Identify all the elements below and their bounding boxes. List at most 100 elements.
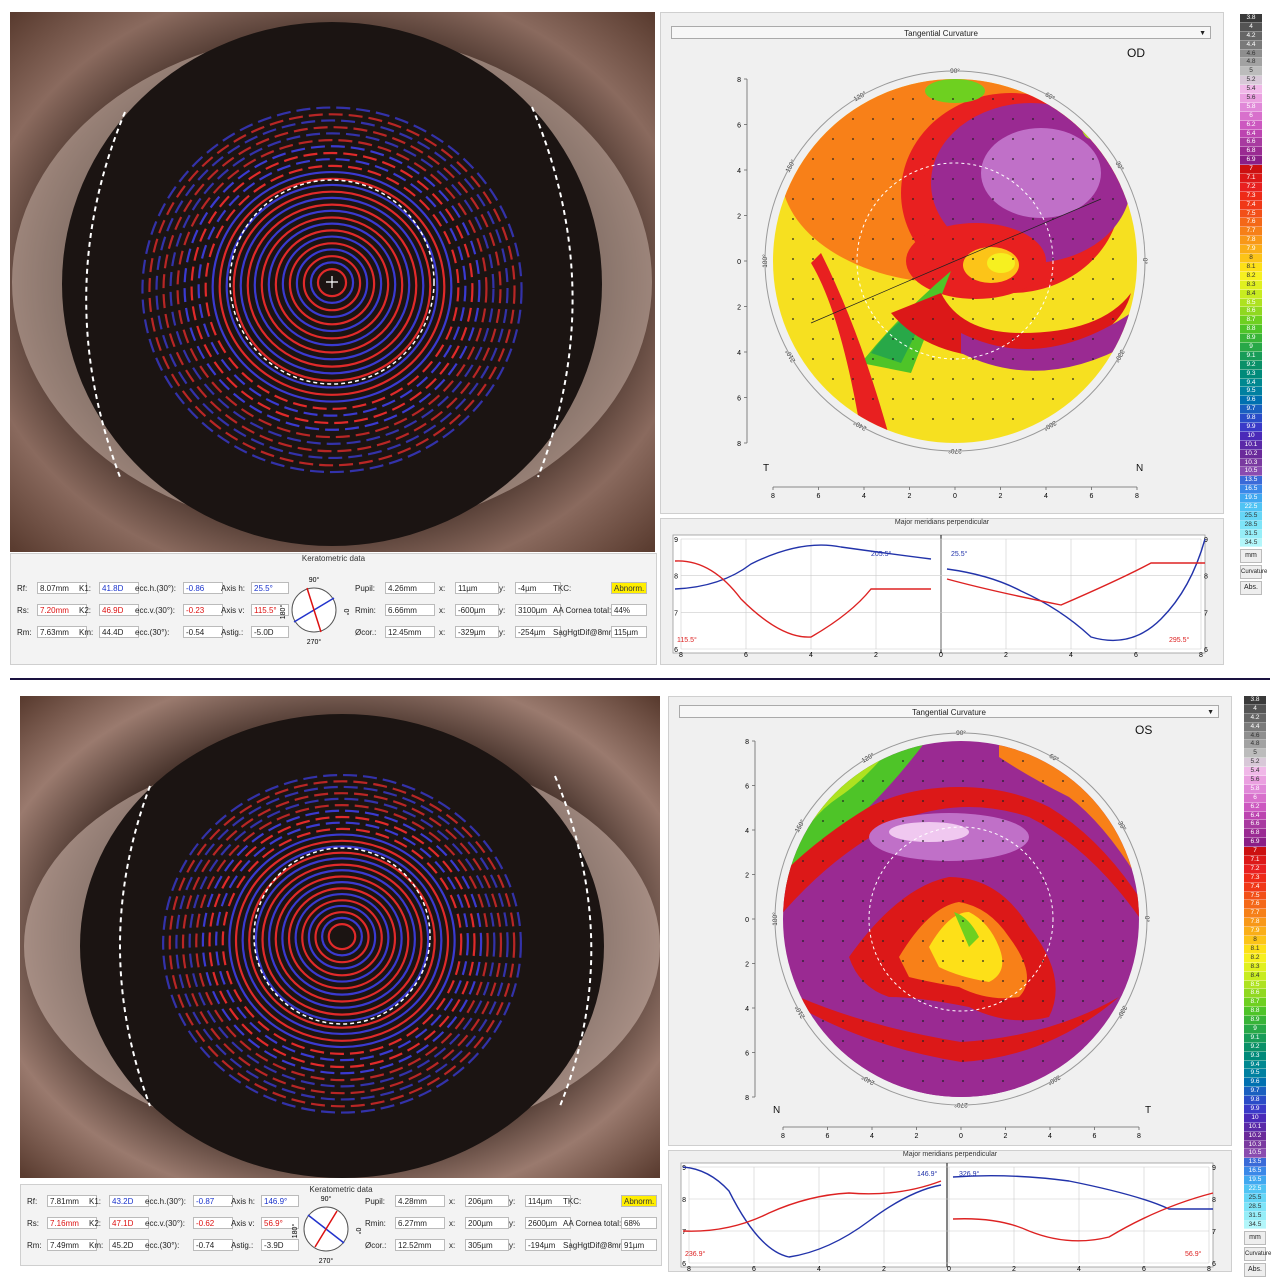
od-scale-cell: 7.7 — [1240, 227, 1262, 237]
od-scale-cell: 6.8 — [1240, 147, 1262, 157]
os-field-km-value: 45.2D — [109, 1239, 149, 1251]
od-field-pupil-value: 4.26mm — [385, 582, 435, 594]
map-grid-dot — [922, 820, 924, 822]
od-field-y2-label: y: — [499, 606, 506, 615]
map-grid-dot — [982, 920, 984, 922]
os-field-x1: x: 206µm — [449, 1195, 511, 1209]
od-map-type-dropdown[interactable]: Tangential Curvature ▼ — [671, 26, 1211, 39]
map-grid-dot — [1082, 800, 1084, 802]
map-grid-dot — [872, 138, 874, 140]
os-scale-curvature-button[interactable]: Curvature — [1244, 1247, 1271, 1262]
od-scale-cell: 31.5 — [1240, 529, 1262, 539]
map-grid-dot — [1082, 920, 1084, 922]
map-grid-dot — [1072, 178, 1074, 180]
map-grid-dot — [1082, 840, 1084, 842]
map-grid-dot — [902, 860, 904, 862]
map-grid-dot — [1062, 1020, 1064, 1022]
os-scale-cell: 4 — [1244, 704, 1266, 714]
map-grid-dot — [882, 880, 884, 882]
od-field-astig-label: Astig.: — [221, 628, 244, 637]
od-graph-x-tick: 2 — [1004, 652, 1008, 659]
map-grid-dot — [862, 800, 864, 802]
od-field-ecch-label: ecc.h.(30°): — [135, 584, 176, 593]
od-scale-abs-button[interactable]: Abs. — [1240, 581, 1262, 596]
os-field-rs-label: Rs: — [27, 1219, 39, 1228]
os-field-axisv-value: 56.9° — [261, 1217, 299, 1229]
map-grid-dot — [862, 1000, 864, 1002]
os-field-rm-value: 7.49mm — [47, 1239, 97, 1251]
os-field-axish: Axis h: 146.9° — [231, 1195, 301, 1209]
map-grid-dot — [972, 118, 974, 120]
placido-ring — [261, 863, 423, 1016]
od-graph-right-bottom-angle: 295.5° — [1169, 637, 1190, 644]
os-scale-cell: 9.8 — [1244, 1096, 1266, 1105]
map-grid-dot — [982, 1000, 984, 1002]
map-grid-dot — [812, 258, 814, 260]
map-grid-dot — [1092, 298, 1094, 300]
map-grid-dot — [1082, 1000, 1084, 1002]
map-grid-dot — [832, 378, 834, 380]
od-scale-cell: 8.3 — [1240, 280, 1262, 290]
od-map-y-tick: 8 — [737, 441, 741, 448]
os-field-rf-value: 7.81mm — [47, 1195, 97, 1207]
os-scale-cell: 8.1 — [1244, 944, 1266, 954]
os-scale-mm-button[interactable]: mm — [1244, 1231, 1266, 1246]
map-grid-dot — [1042, 980, 1044, 982]
map-grid-dot — [852, 178, 854, 180]
od-graph-x-tick: 4 — [809, 652, 813, 659]
od-graph-y-tick-right: 9 — [1204, 537, 1208, 544]
od-field-rmin-value: 6.66mm — [385, 604, 435, 616]
od-graph-y-tick-right: 6 — [1204, 647, 1208, 654]
map-grid-dot — [832, 338, 834, 340]
placido-ring — [294, 892, 390, 983]
od-scale-cell: 9.2 — [1240, 360, 1262, 370]
map-grid-dot — [1042, 900, 1044, 902]
map-grid-dot — [1082, 1020, 1084, 1022]
map-grid-dot — [1012, 398, 1014, 400]
map-grid-dot — [1072, 318, 1074, 320]
od-field-sag-label: SagHgtDif@8mm: — [553, 628, 618, 637]
map-grid-dot — [892, 158, 894, 160]
map-grid-dot — [952, 318, 954, 320]
os-map-type-dropdown[interactable]: Tangential Curvature ▼ — [679, 705, 1219, 718]
os-field-ocor-value: 12.52mm — [395, 1239, 445, 1251]
map-grid-dot — [1012, 198, 1014, 200]
od-scale-cell: 8.4 — [1240, 289, 1262, 299]
map-grid-dot — [892, 178, 894, 180]
od-map-type-label: Tangential Curvature — [904, 29, 978, 38]
od-scale-mm-button[interactable]: mm — [1240, 549, 1262, 564]
od-field-km: Km: 44.4D — [79, 626, 141, 640]
placido-ring — [239, 196, 425, 375]
os-field-rf: Rf: 7.81mm — [27, 1195, 99, 1209]
placido-ring — [168, 780, 516, 1108]
od-field-aa-label: AA Cornea total: — [553, 606, 612, 615]
map-grid-dot — [1022, 980, 1024, 982]
os-scale-abs-button[interactable]: Abs. — [1244, 1263, 1266, 1278]
od-scale-cell: 10.1 — [1240, 440, 1262, 450]
os-map-right-letter: T — [1145, 1105, 1152, 1116]
od-field-rm-label: Rm: — [17, 628, 32, 637]
map-grid-dot — [912, 118, 914, 120]
map-grid-dot — [1092, 258, 1094, 260]
map-grid-dot — [942, 940, 944, 942]
map-grid-dot — [902, 940, 904, 942]
os-dial-top: 90° — [321, 1195, 332, 1203]
map-grid-dot — [972, 338, 974, 340]
map-grid-dot — [972, 318, 974, 320]
od-scale-cell: 6 — [1240, 111, 1262, 121]
os-scale-cell: 7.8 — [1244, 918, 1266, 928]
map-grid-dot — [1062, 900, 1064, 902]
map-grid-dot — [862, 880, 864, 882]
map-grid-dot — [912, 298, 914, 300]
map-grid-dot — [1022, 940, 1024, 942]
od-keratometric-title: Keratometric data — [301, 554, 366, 563]
od-curvature-map: 88664422002244668890°60°30°0°330°300°270… — [737, 67, 1149, 500]
os-scale-cell: 8.3 — [1244, 962, 1266, 972]
od-scale-curvature-button[interactable]: Curvature — [1240, 565, 1267, 580]
od-field-x2-value: -600µm — [455, 604, 499, 616]
map-grid-dot — [922, 1060, 924, 1062]
od-field-rm: Rm: 7.63mm — [17, 626, 89, 640]
od-field-k1: K1: 41.8D — [79, 582, 141, 596]
os-field-y2: y: 2600µm — [509, 1217, 573, 1231]
map-grid-dot — [812, 218, 814, 220]
